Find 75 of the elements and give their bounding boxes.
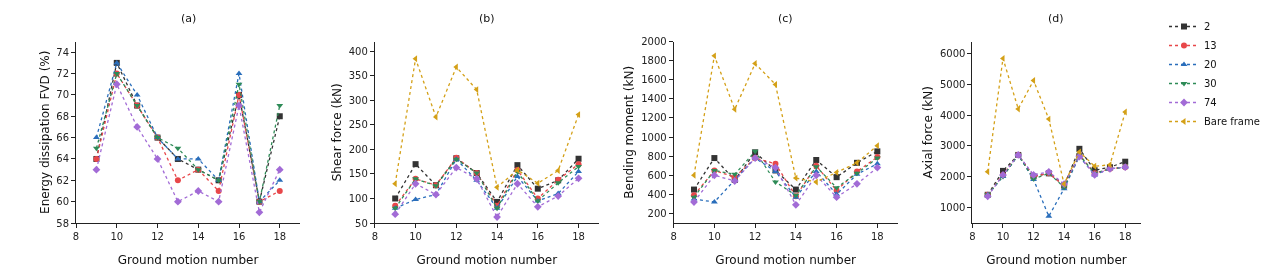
y-tick-label: 250 [348, 119, 368, 131]
y-tick-label: 62 [56, 174, 70, 186]
y-tick-label: 4000 [939, 109, 966, 121]
x-tick-label: 12 [748, 231, 762, 242]
x-tick-label: 8 [371, 231, 379, 242]
x-tick-label: 14 [789, 231, 803, 242]
chart-title: (d) [1048, 12, 1064, 25]
y-tick-label: 350 [348, 70, 368, 82]
y-tick-label: 400 [647, 188, 667, 200]
x-tick-label: 18 [870, 231, 884, 242]
x-tick-label: 18 [273, 231, 287, 242]
x-axis-title: Ground motion number [117, 252, 259, 267]
y-tick-label: 300 [348, 94, 368, 106]
y-tick-label: 5000 [939, 78, 966, 90]
x-tick-label: 18 [572, 231, 585, 242]
x-tick-label: 8 [72, 231, 80, 242]
y-tick-label: 70 [56, 89, 70, 101]
y-tick-label: 800 [647, 150, 667, 162]
x-tick-label: 14 [1057, 231, 1071, 242]
legend-label: 2 [1204, 21, 1211, 33]
x-tick-label: 14 [191, 231, 205, 242]
x-axis-title: Ground motion number [715, 252, 857, 267]
y-tick-label: 3000 [939, 140, 966, 152]
y-tick-label: 1600 [641, 74, 667, 86]
y-axis-title: Bending moment (kN) [622, 65, 637, 199]
y-tick-label: 74 [56, 46, 70, 58]
y-tick-label: 72 [56, 68, 70, 80]
chart-title: (c) [778, 12, 793, 25]
y-axis-title: Energy dissipation FVD (%) [37, 50, 52, 214]
x-tick-label: 12 [449, 231, 463, 242]
x-axis-title: Ground motion number [986, 252, 1127, 267]
x-tick-label: 10 [110, 231, 124, 242]
x-tick-label: 10 [708, 231, 721, 242]
y-tick-label: 58 [56, 217, 70, 229]
y-tick-label: 400 [348, 45, 368, 57]
legend-label: 13 [1204, 40, 1217, 52]
x-tick-label: 14 [490, 231, 504, 242]
legend-label: Bare frame [1204, 116, 1260, 128]
y-axis-title: Shear force (kN) [330, 83, 345, 182]
y-tick-label: 1800 [641, 55, 667, 67]
x-tick-label: 18 [1118, 231, 1132, 242]
y-tick-label: 200 [647, 207, 667, 219]
y-tick-label: 200 [348, 143, 368, 155]
y-tick-label: 1000 [939, 201, 966, 213]
legend-label: 74 [1204, 97, 1217, 109]
x-tick-label: 16 [830, 231, 843, 242]
x-tick-label: 16 [1088, 231, 1102, 242]
x-tick-label: 16 [531, 231, 545, 242]
y-tick-label: 150 [348, 168, 368, 180]
x-axis-title: Ground motion number [416, 252, 558, 267]
x-tick-label: 10 [996, 231, 1010, 242]
y-tick-label: 1400 [641, 93, 667, 105]
legend-label: 30 [1204, 78, 1217, 90]
y-axis-title: Axial force (kN) [921, 86, 936, 179]
x-tick-label: 16 [232, 231, 246, 242]
y-tick-label: 2000 [939, 170, 966, 182]
y-tick-label: 60 [56, 196, 70, 208]
y-tick-label: 600 [647, 169, 667, 181]
y-tick-label: 1000 [641, 131, 667, 143]
y-tick-label: 6000 [939, 48, 966, 60]
y-tick-label: 68 [56, 110, 70, 122]
chart-title: (b) [479, 12, 495, 25]
x-tick-label: 10 [409, 231, 422, 242]
chart-title: (a) [181, 12, 197, 25]
y-tick-label: 50 [355, 217, 368, 229]
y-tick-label: 2000 [641, 36, 667, 48]
x-tick-label: 12 [1027, 231, 1040, 242]
x-tick-label: 8 [969, 231, 976, 242]
y-tick-label: 1200 [641, 112, 667, 124]
y-tick-label: 66 [56, 132, 70, 144]
x-tick-label: 12 [151, 231, 164, 242]
x-tick-label: 8 [670, 231, 677, 242]
y-tick-label: 100 [348, 192, 368, 204]
y-tick-label: 64 [56, 153, 70, 165]
legend-label: 20 [1204, 59, 1217, 71]
